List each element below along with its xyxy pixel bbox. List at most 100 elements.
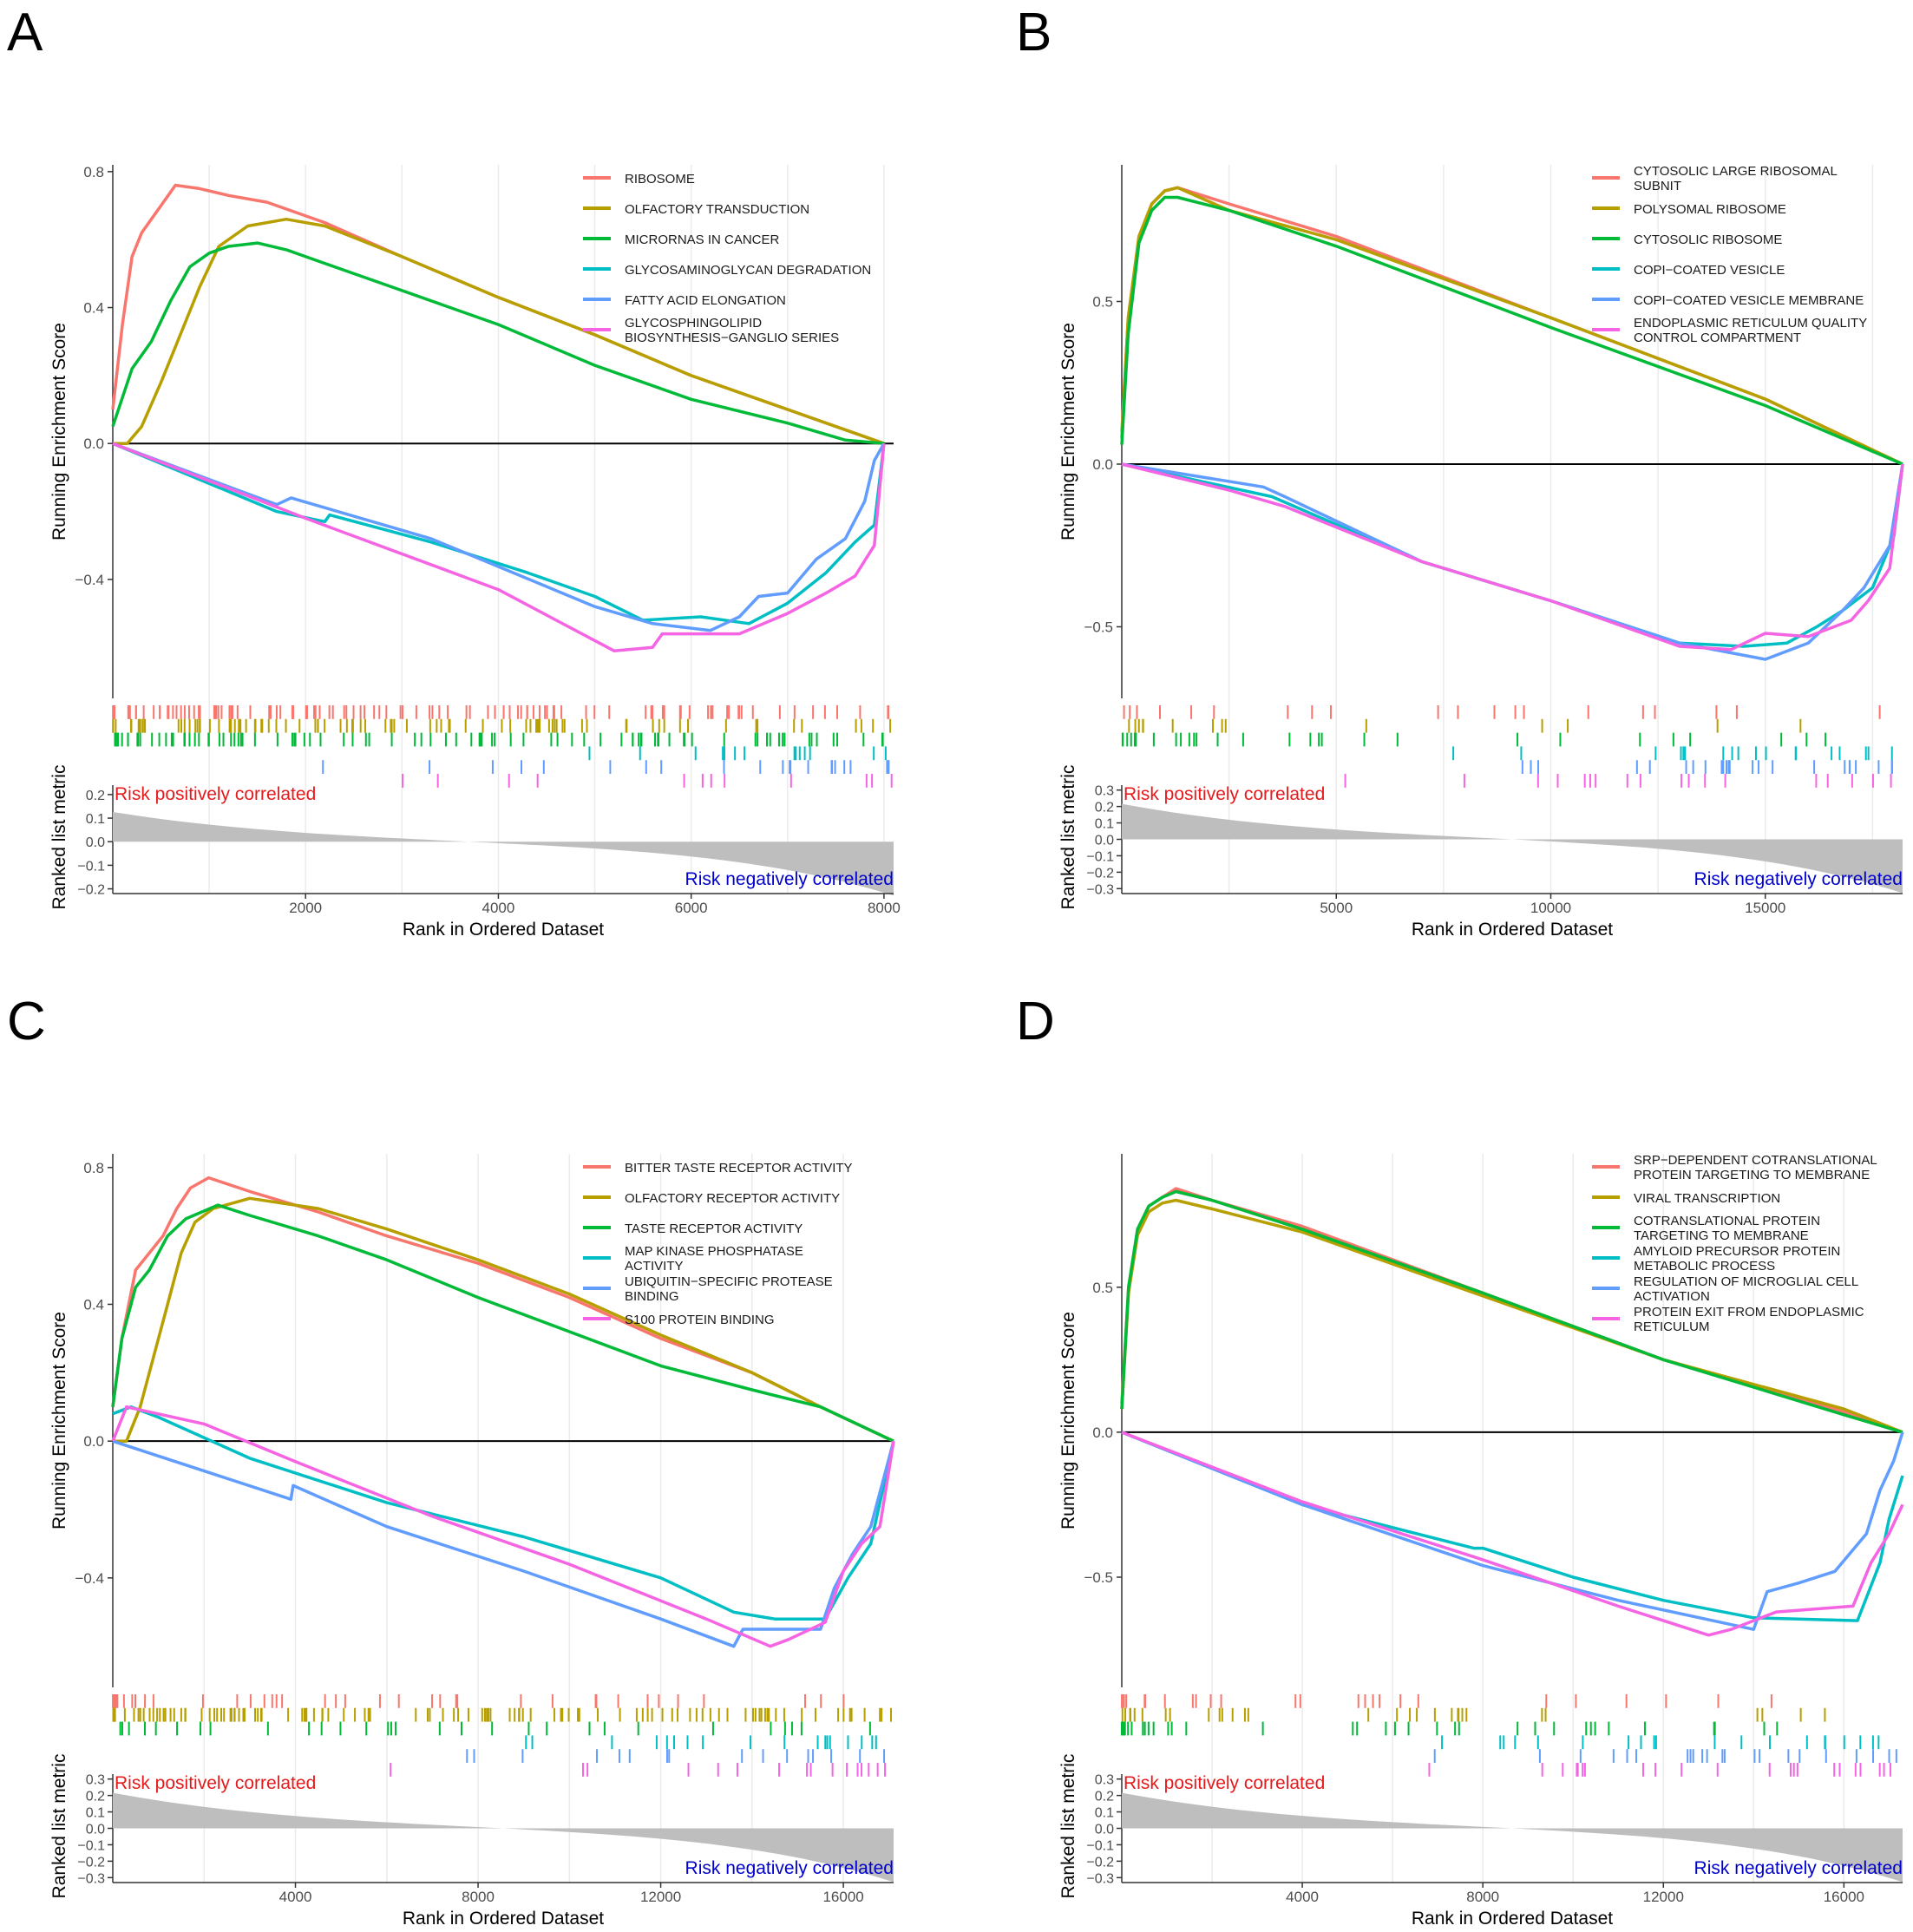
es-curve-3 — [1120, 1189, 1903, 1434]
y-axis-title-ranked: Ranked list metric — [1058, 765, 1078, 910]
x-tick-label: 8000 — [462, 1889, 495, 1905]
rank-tick-label: 0.1 — [1095, 1806, 1114, 1821]
legend-label: TARGETING TO MEMBRANE — [1634, 1228, 1809, 1243]
rank-tick-label: −0.2 — [77, 1855, 105, 1870]
legend-label: UBIQUITIN−SPECIFIC PROTEASE — [625, 1274, 833, 1289]
rank-tick-label: 0.0 — [86, 835, 105, 850]
legend-label: VIRAL TRANSCRIPTION — [1634, 1191, 1780, 1206]
neg-corr-label: Risk negatively correlated — [685, 1858, 894, 1878]
neg-corr-label: Risk negatively correlated — [685, 869, 894, 889]
es-curve-4 — [1121, 1431, 1904, 1622]
panel-letter: A — [7, 3, 43, 62]
legend-label: PROTEIN TARGETING TO MEMBRANE — [1634, 1168, 1870, 1182]
legend-label: COPI−COATED VESICLE — [1634, 263, 1785, 278]
es-tick-label: 0.5 — [1092, 294, 1113, 311]
legend-label: METABOLIC PROCESS — [1634, 1259, 1775, 1274]
rank-tick-label: −0.3 — [1086, 882, 1114, 897]
x-tick-label: 12000 — [1643, 1889, 1684, 1905]
panel-letter: C — [7, 992, 46, 1051]
panel-C: C 0.8 0.4 0.0 −0.4 BITTER TASTE RECEPTOR ACTI… — [7, 992, 895, 1929]
legend-label: POLYSOMAL RIBOSOME — [1634, 202, 1786, 217]
x-tick-label: 16000 — [822, 1889, 863, 1905]
pos-corr-label: Risk positively correlated — [1124, 784, 1325, 804]
rank-tick-label: −0.2 — [1086, 866, 1114, 881]
es-tick-label: 0.8 — [83, 1160, 104, 1176]
legend-label: BIOSYNTHESIS−GANGLIO SERIES — [625, 331, 839, 345]
panel-B: B 0.5 0.0 −0.5 CYTOSOLIC LARGE RIBOSOMALSUBN… — [1016, 3, 1904, 940]
rank-tick-label: 0.0 — [1095, 834, 1114, 848]
rank-tick-label: 0.0 — [1095, 1823, 1114, 1837]
legend-label: RIBOSOME — [625, 172, 695, 187]
legend-label: ACTIVATION — [1634, 1289, 1710, 1304]
ranked-metric-area — [1122, 1792, 1903, 1883]
legend-label: BINDING — [625, 1289, 679, 1304]
y-axis-title: Running Enrichment Score — [1058, 323, 1078, 540]
x-axis-title: Rank in Ordered Dataset — [1412, 920, 1613, 940]
rank-tick-label: 0.0 — [86, 1823, 105, 1837]
legend-label: MAP KINASE PHOSPHATASE — [625, 1244, 803, 1259]
legend-label: ENDOPLASMIC RETICULUM QUALITY — [1634, 316, 1867, 331]
es-tick-label: 0.0 — [83, 436, 104, 452]
rank-tick-label: 0.1 — [86, 812, 105, 827]
legend-label: BITTER TASTE RECEPTOR ACTIVITY — [625, 1161, 853, 1176]
ranked-metric-area — [1122, 803, 1903, 894]
pos-corr-label: Risk positively correlated — [115, 784, 316, 804]
legend-label: SRP−DEPENDENT COTRANSLATIONAL — [1634, 1153, 1877, 1168]
es-tick-label: −0.4 — [75, 572, 104, 588]
rank-tick-label: 0.2 — [1095, 801, 1114, 815]
es-tick-label: −0.5 — [1084, 619, 1113, 636]
pos-corr-label: Risk positively correlated — [115, 1773, 316, 1793]
es-tick-label: 0.0 — [1092, 1424, 1113, 1441]
x-tick-label: 4000 — [279, 1889, 312, 1905]
x-tick-label: 8000 — [868, 900, 901, 916]
rank-tick-label: 0.2 — [86, 789, 105, 803]
es-tick-label: 0.0 — [83, 1433, 104, 1450]
rank-tick-label: 0.3 — [1095, 1773, 1114, 1788]
legend-label: REGULATION OF MICROGLIAL CELL — [1634, 1274, 1858, 1289]
es-curve-4 — [112, 1405, 895, 1621]
x-axis-title: Rank in Ordered Dataset — [403, 920, 604, 940]
x-tick-label: 6000 — [675, 900, 708, 916]
legend-label: FATTY ACID ELONGATION — [625, 293, 786, 308]
legend-label: OLFACTORY RECEPTOR ACTIVITY — [625, 1191, 840, 1206]
es-curve-3 — [1120, 195, 1903, 466]
rank-tick-label: −0.2 — [1086, 1855, 1114, 1870]
legend-label: RETICULUM — [1634, 1320, 1710, 1334]
neg-corr-label: Risk negatively correlated — [1694, 1858, 1903, 1878]
rank-tick-label: 0.2 — [86, 1790, 105, 1804]
es-curve-6 — [112, 442, 886, 652]
es-curve-5 — [1121, 1431, 1904, 1631]
es-curve-5 — [1121, 462, 1904, 661]
legend-label: PROTEIN EXIT FROM ENDOPLASMIC — [1634, 1305, 1864, 1320]
es-curve-3 — [111, 1203, 894, 1443]
es-curve-6 — [1121, 462, 1904, 652]
es-curve-1 — [111, 1176, 894, 1443]
rank-tick-label: −0.2 — [77, 883, 105, 898]
es-curve-6 — [111, 1405, 895, 1648]
x-tick-label: 4000 — [482, 900, 515, 916]
pos-corr-label: Risk positively correlated — [1124, 1773, 1325, 1793]
es-curve-4 — [1121, 462, 1904, 648]
rank-tick-label: −0.3 — [77, 1871, 105, 1886]
legend-label: COTRANSLATIONAL PROTEIN — [1634, 1214, 1820, 1228]
es-curve-2 — [113, 217, 885, 445]
rank-tick-label: −0.1 — [77, 1838, 105, 1853]
es-tick-label: 0.5 — [1092, 1280, 1113, 1296]
legend-label: GLYCOSAMINOGLYCAN DEGRADATION — [625, 263, 871, 278]
legend-label: AMYLOID PRECURSOR PROTEIN — [1634, 1244, 1840, 1259]
legend-label: S100 PROTEIN BINDING — [625, 1313, 775, 1327]
y-axis-title: Running Enrichment Score — [1058, 1312, 1078, 1529]
y-axis-title-ranked: Ranked list metric — [1058, 1754, 1078, 1899]
es-curve-3 — [111, 241, 885, 445]
es-curve-5 — [112, 1439, 895, 1648]
ranked-metric-area — [113, 812, 894, 896]
x-tick-label: 12000 — [640, 1889, 681, 1905]
es-tick-label: −0.5 — [1084, 1569, 1113, 1586]
ranked-metric-area — [113, 1792, 894, 1883]
es-curve-2 — [113, 1196, 894, 1443]
x-axis-title: Rank in Ordered Dataset — [1412, 1909, 1613, 1929]
legend-label: CYTOSOLIC RIBOSOME — [1634, 232, 1782, 247]
legend-label: TASTE RECEPTOR ACTIVITY — [625, 1221, 803, 1236]
x-tick-label: 15000 — [1745, 900, 1785, 916]
